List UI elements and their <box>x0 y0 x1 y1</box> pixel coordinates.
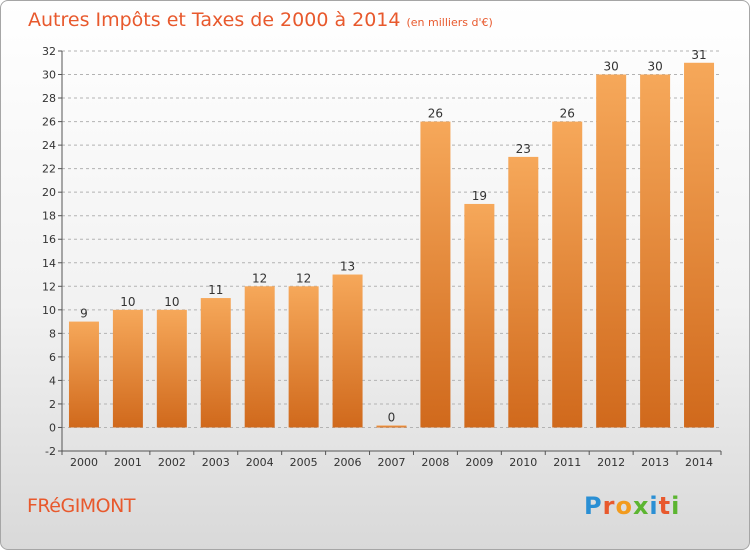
y-tick-label: 26 <box>42 116 56 129</box>
bar <box>552 121 583 428</box>
x-tick-label: 2011 <box>553 456 581 469</box>
y-tick-label: 18 <box>42 210 56 223</box>
bar <box>640 74 671 428</box>
y-tick-label: 2 <box>49 398 56 411</box>
bar <box>156 309 187 428</box>
x-tick-label: 2000 <box>70 456 98 469</box>
y-tick-label: 30 <box>42 69 56 82</box>
y-tick-label: 10 <box>42 304 56 317</box>
x-tick-label: 2005 <box>290 456 318 469</box>
data-label: 0 <box>388 410 396 424</box>
bar <box>332 274 363 428</box>
data-labels: 9 10 10 11 12 12 13 0 26 19 23 26 30 30 31 <box>80 48 707 425</box>
bar <box>288 286 319 428</box>
x-tick-label: 2014 <box>685 456 713 469</box>
data-label: 26 <box>560 107 575 121</box>
x-tick-label: 2013 <box>641 456 669 469</box>
x-tick-label: 2012 <box>597 456 625 469</box>
logo-letter: t <box>658 492 672 520</box>
data-label: 30 <box>647 60 662 74</box>
data-label: 10 <box>164 295 179 309</box>
x-tick-label: 2009 <box>465 456 493 469</box>
logo-letter: P <box>584 492 603 520</box>
y-tick-label: 8 <box>49 327 56 340</box>
y-tick-label: 14 <box>42 257 56 270</box>
bar <box>508 156 539 428</box>
proxiti-logo[interactable]: Proxiti <box>584 492 680 520</box>
y-tick-label: 20 <box>42 186 56 199</box>
data-label: 23 <box>516 142 531 156</box>
bar <box>200 298 231 428</box>
x-tick-label: 2006 <box>334 456 362 469</box>
bar <box>376 425 407 428</box>
logo-letter: i <box>671 492 681 520</box>
x-tick-label: 2010 <box>509 456 537 469</box>
bar <box>68 321 99 428</box>
data-label: 30 <box>604 60 619 74</box>
bar <box>420 121 451 428</box>
y-tick-label: 6 <box>49 351 56 364</box>
data-label: 12 <box>296 271 311 285</box>
logo-letter: o <box>615 492 633 520</box>
y-tick-label: 4 <box>49 374 56 387</box>
y-tick-label: 28 <box>42 92 56 105</box>
data-label: 9 <box>80 307 88 321</box>
y-tick-label: 32 <box>42 45 56 58</box>
chart-subtitle: (en milliers d'€) <box>406 16 493 29</box>
bar <box>244 286 275 428</box>
data-label: 10 <box>120 295 135 309</box>
municipality-name: FRéGIMONT <box>27 495 135 517</box>
bar <box>464 203 495 428</box>
x-tick-label: 2002 <box>158 456 186 469</box>
data-label: 12 <box>252 271 267 285</box>
x-tick-label: 2001 <box>114 456 142 469</box>
y-tick-label: 12 <box>42 280 56 293</box>
y-tick-label: 16 <box>42 233 56 246</box>
data-label: 13 <box>340 260 355 274</box>
data-label: 26 <box>428 107 443 121</box>
x-tick-label: 2008 <box>421 456 449 469</box>
y-tick-label: -2 <box>45 445 56 458</box>
y-tick-label: 0 <box>49 421 56 434</box>
y-tick-label: 22 <box>42 163 56 176</box>
logo-letter: x <box>632 492 650 520</box>
x-tick-label: 2007 <box>378 456 406 469</box>
bars <box>68 62 715 428</box>
bar <box>596 74 627 428</box>
x-tick-label: 2004 <box>246 456 274 469</box>
title-text: Autres Impôts et Taxes de 2000 à 2014 <box>28 9 401 31</box>
data-label: 19 <box>472 189 487 203</box>
y-tick-label: 24 <box>42 139 56 152</box>
bar <box>112 309 143 428</box>
chart-title: Autres Impôts et Taxes de 2000 à 2014 (en… <box>28 9 493 31</box>
data-label: 31 <box>691 48 706 62</box>
logo-letter: r <box>602 492 616 520</box>
data-label: 11 <box>208 283 223 297</box>
logo-letter: i <box>649 492 659 520</box>
x-tick-label: 2003 <box>202 456 230 469</box>
bar <box>684 62 715 428</box>
